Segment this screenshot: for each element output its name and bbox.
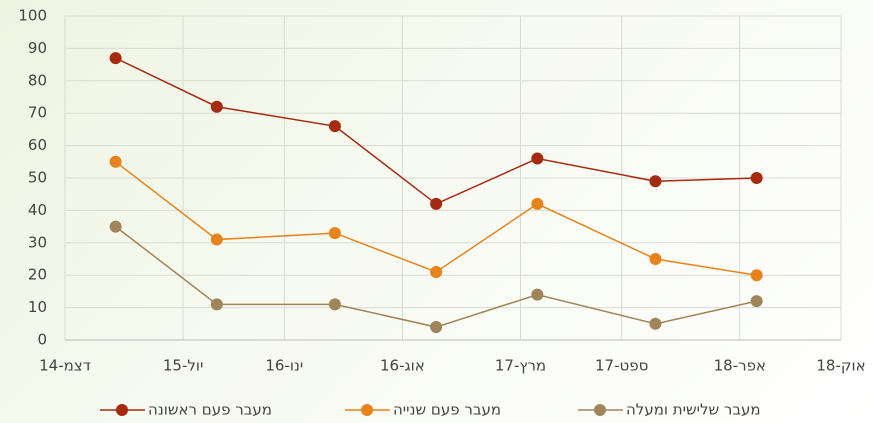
data-point xyxy=(649,253,662,265)
data-point xyxy=(430,197,443,210)
x-tick-label: אוג-16 xyxy=(380,357,425,375)
y-tick-label: 20 xyxy=(28,266,47,284)
legend-marker xyxy=(116,404,128,416)
data-point xyxy=(750,172,763,184)
legend-marker xyxy=(361,404,373,416)
y-tick-label: 50 xyxy=(28,169,47,187)
x-tick-label: מרץ-17 xyxy=(495,357,546,375)
x-tick-label: ינו-16 xyxy=(265,357,303,375)
data-point xyxy=(531,152,544,165)
x-tick-label: אוק-18 xyxy=(816,357,865,375)
data-point xyxy=(210,233,223,246)
data-point xyxy=(109,155,122,168)
data-point xyxy=(649,175,662,188)
data-point xyxy=(109,220,122,233)
data-point xyxy=(328,120,341,133)
y-tick-label: 0 xyxy=(37,331,47,349)
x-tick-label: דצמ-14 xyxy=(39,357,91,375)
legend-marker xyxy=(594,404,606,416)
legend-label: מעבר פעם ראשונה xyxy=(148,401,272,419)
data-point xyxy=(328,298,341,311)
y-tick-label: 40 xyxy=(28,201,47,219)
data-point xyxy=(430,265,443,278)
y-tick-label: 60 xyxy=(28,136,47,154)
legend-label: מעבר פעם שנייה xyxy=(393,401,501,419)
data-point xyxy=(649,317,662,330)
legend-label: מעבר שלישית ומעלה xyxy=(626,401,761,419)
data-point xyxy=(430,321,443,334)
data-point xyxy=(328,227,341,240)
data-point xyxy=(210,100,223,113)
data-point xyxy=(750,295,763,308)
x-tick-label: יול-15 xyxy=(163,357,203,375)
y-tick-label: 100 xyxy=(18,7,47,25)
y-tick-label: 10 xyxy=(28,298,47,316)
x-tick-label: אפר-18 xyxy=(714,357,766,375)
y-tick-label: 70 xyxy=(28,104,47,122)
data-point xyxy=(750,269,763,282)
y-tick-label: 30 xyxy=(28,233,47,251)
data-point xyxy=(109,52,122,65)
x-tick-label: ספט-17 xyxy=(595,357,648,375)
data-point xyxy=(210,298,223,311)
y-tick-label: 90 xyxy=(28,39,47,57)
y-tick-label: 80 xyxy=(28,71,47,89)
data-point xyxy=(531,197,544,210)
data-point xyxy=(531,288,544,301)
